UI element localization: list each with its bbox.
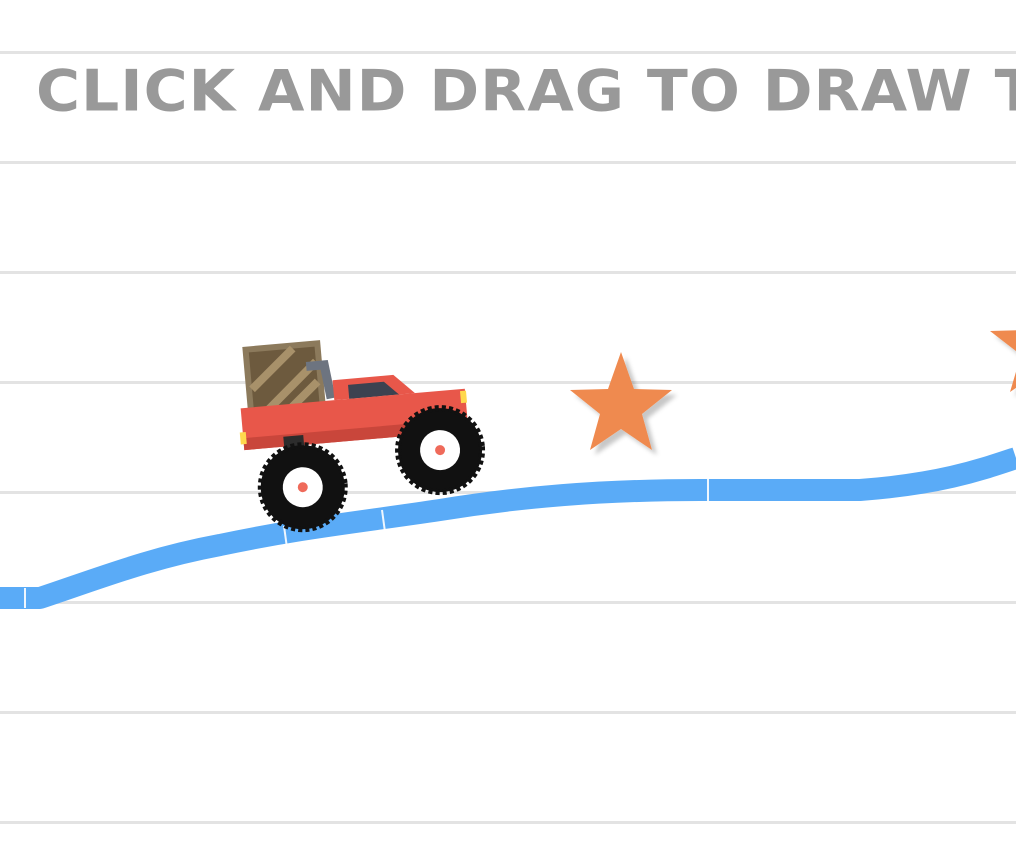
road-segment-gaps (24, 479, 709, 608)
drawn-road-line[interactable] (0, 447, 1016, 609)
ruled-line (0, 821, 1016, 824)
ruled-line (0, 381, 1016, 384)
monster-truck-icon (239, 340, 486, 533)
ruled-line (0, 161, 1016, 164)
instruction-text: CLICK AND DRAG TO DRAW THE R (36, 58, 1016, 125)
star-icon (990, 330, 1016, 392)
ruled-line (0, 51, 1016, 54)
wheel-icon (257, 442, 348, 533)
wheel-icon (395, 405, 486, 496)
ruled-line (0, 271, 1016, 274)
star-icon (570, 352, 672, 450)
ruled-line (0, 711, 1016, 714)
ruled-line (0, 601, 1016, 604)
